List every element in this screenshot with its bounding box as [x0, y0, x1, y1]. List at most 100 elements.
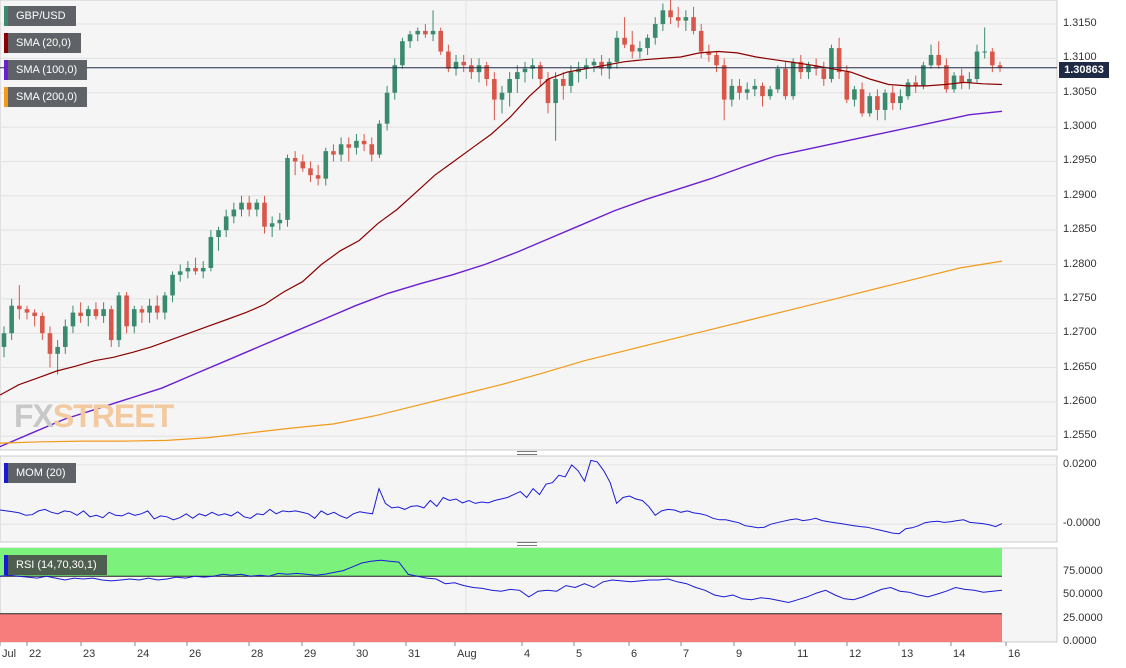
- candle-body: [101, 309, 106, 317]
- rsi-tick-label: 50.0000: [1063, 588, 1103, 600]
- candle-body: [752, 85, 758, 90]
- rsi-oversold-zone: [0, 613, 1002, 642]
- candle-body: [185, 267, 191, 272]
- price-tick-label: 1.3000: [1063, 120, 1097, 133]
- candle-body: [507, 79, 512, 93]
- candle-body: [254, 202, 260, 210]
- mom-tag[interactable]: MOM (20): [4, 463, 76, 483]
- candle-body: [116, 295, 122, 341]
- sma200-label: SMA (200,0): [16, 91, 78, 103]
- mom-tick-label: 0.0200: [1063, 457, 1097, 470]
- price-tick-label: 1.2650: [1063, 360, 1097, 373]
- candle-body: [446, 51, 451, 69]
- candle-body: [744, 89, 750, 93]
- candle-body: [124, 295, 129, 327]
- x-tick-label: 16: [1008, 648, 1021, 660]
- candle-body: [262, 202, 267, 227]
- candle-body: [629, 44, 635, 52]
- sma200-tag[interactable]: SMA (200,0): [4, 87, 88, 107]
- sma100-label: SMA (100,0): [16, 64, 78, 76]
- candle-body: [338, 144, 344, 155]
- x-tick-label: 24: [137, 648, 150, 660]
- x-tick-label: 5: [576, 648, 583, 660]
- candle-body: [836, 48, 842, 73]
- candle-body: [78, 312, 83, 317]
- candle-body: [583, 65, 589, 69]
- candle-body: [974, 51, 980, 80]
- candle-body: [377, 123, 382, 155]
- rsi-tag[interactable]: RSI (14,70,30,1): [4, 555, 107, 575]
- sma20-tag[interactable]: SMA (20,0): [4, 33, 82, 53]
- candle-body: [108, 309, 114, 341]
- candle-body: [384, 92, 390, 124]
- candle-body: [614, 37, 620, 62]
- mom-color-swatch: [4, 463, 8, 483]
- candle-body: [170, 274, 175, 296]
- mom-pane-bg: [0, 455, 1058, 543]
- candle-body: [875, 96, 880, 110]
- x-tick-label: 12: [849, 648, 862, 660]
- candle-body: [606, 61, 612, 69]
- candle-body: [568, 72, 574, 86]
- candle-body: [499, 92, 505, 100]
- candle-body: [921, 65, 926, 86]
- candle-body: [859, 89, 865, 114]
- candle-body: [300, 161, 306, 169]
- candle-body: [9, 305, 14, 334]
- sma100-tag[interactable]: SMA (100,0): [4, 60, 88, 80]
- candle-body: [315, 175, 321, 179]
- sma100-line: [0, 110, 1003, 448]
- rsi-tick-label: 25.0000: [1063, 611, 1103, 624]
- candle-body: [967, 79, 972, 83]
- candle-body: [269, 223, 275, 227]
- candle-body: [790, 61, 796, 97]
- candle-body: [331, 151, 336, 155]
- candle-body: [668, 10, 673, 18]
- candle-body: [944, 65, 949, 90]
- candle-body: [997, 65, 1003, 69]
- pane-resize-handle-rsi[interactable]: [517, 542, 537, 546]
- candle-body: [239, 202, 244, 210]
- candle-body: [760, 85, 765, 97]
- candle-body: [599, 61, 604, 69]
- candle-body: [591, 61, 597, 66]
- price-tick-label: 1.2950: [1063, 154, 1097, 167]
- candle-body: [354, 140, 359, 148]
- logo-street: STREET: [52, 398, 174, 434]
- candle-body: [223, 216, 229, 231]
- sma20-line: [0, 50, 1003, 396]
- candle-body: [47, 333, 53, 354]
- x-tick-label: 26: [189, 648, 202, 660]
- candle-body: [522, 68, 528, 73]
- candle-body: [193, 267, 198, 272]
- x-tick-label: 7: [683, 648, 690, 660]
- candle-body: [867, 96, 873, 114]
- candle-body: [308, 168, 313, 176]
- symbol-tag[interactable]: GBP/USD: [4, 6, 76, 26]
- candle-body: [70, 312, 76, 327]
- candle-body: [729, 85, 735, 100]
- candle-body: [553, 79, 558, 104]
- candle-body: [683, 17, 689, 21]
- logo-fx: FX: [14, 398, 54, 434]
- pane-resize-handle-mom[interactable]: [517, 451, 537, 455]
- candle-body: [476, 65, 482, 73]
- candle-body: [714, 54, 719, 66]
- candle-body: [285, 158, 290, 220]
- candle-body: [415, 30, 421, 35]
- candle-body: [913, 82, 919, 86]
- x-tick-label: 6: [631, 648, 638, 660]
- price-tick-label: 1.2550: [1063, 429, 1097, 442]
- sma20-label: SMA (20,0): [16, 37, 72, 49]
- candle-body: [905, 82, 911, 97]
- current-price-box: 1.30863: [1059, 62, 1109, 78]
- candle-body: [829, 48, 834, 80]
- symbol-label: GBP/USD: [16, 10, 66, 22]
- candle-body: [560, 79, 566, 86]
- x-tick-label: 4: [524, 648, 531, 660]
- candle-body: [461, 61, 466, 66]
- candle-body: [660, 10, 666, 25]
- mom-label: MOM (20): [16, 467, 66, 479]
- candle-body: [806, 65, 811, 73]
